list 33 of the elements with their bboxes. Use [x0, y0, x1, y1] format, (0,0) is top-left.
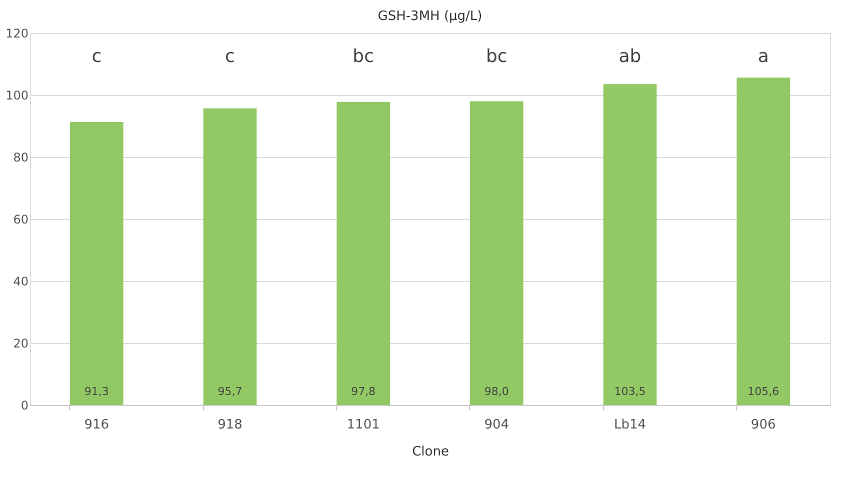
bar [603, 84, 657, 405]
annotation: c [225, 46, 235, 67]
data-label: 103,5 [614, 385, 646, 398]
bar [70, 122, 124, 405]
data-label: 97,8 [351, 385, 376, 398]
annotation: c [92, 46, 102, 67]
annotation: a [758, 46, 769, 67]
data-label: 98,0 [484, 385, 509, 398]
bar [336, 102, 390, 405]
data-label: 91,3 [84, 385, 109, 398]
annotation: bc [486, 46, 508, 67]
bar [736, 78, 790, 405]
y-tick-label: 60 [13, 212, 28, 226]
x-tick-label: 906 [750, 418, 776, 432]
y-tick-label: 20 [13, 336, 28, 350]
y-tick-label: 120 [6, 26, 28, 40]
x-tick-label: Lb14 [614, 418, 646, 432]
x-tick-label: 916 [84, 418, 110, 432]
y-tick-label: 40 [13, 274, 28, 288]
x-tick-label: 918 [218, 418, 242, 432]
x-tick-label: 1101 [346, 418, 380, 432]
bar [470, 101, 524, 405]
annotation: bc [352, 46, 374, 67]
x-axis-title: Clone [412, 444, 449, 460]
y-tick-label: 80 [13, 150, 28, 164]
data-label: 105,6 [748, 385, 780, 398]
annotation: ab [618, 46, 642, 67]
y-tick-label: 0 [20, 398, 28, 412]
data-label: 95,7 [218, 385, 242, 398]
bar [203, 108, 257, 405]
y-tick-label: 100 [6, 88, 28, 102]
x-tick-label: 904 [484, 418, 510, 432]
chart-title: GSH-3MH (µg/L) [378, 9, 482, 24]
